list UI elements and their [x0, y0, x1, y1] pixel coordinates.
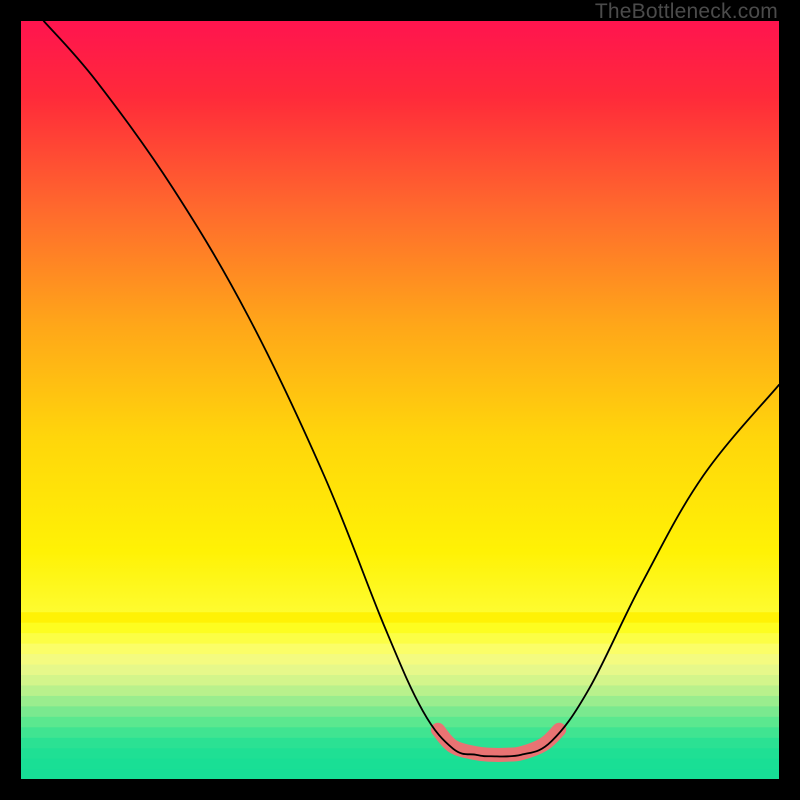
watermark-text: TheBottleneck.com: [595, 0, 778, 24]
plot-area: [21, 21, 779, 779]
chart-frame: TheBottleneck.com: [0, 0, 800, 800]
curve-overlay: [21, 21, 779, 779]
bottleneck-curve: [44, 21, 779, 757]
